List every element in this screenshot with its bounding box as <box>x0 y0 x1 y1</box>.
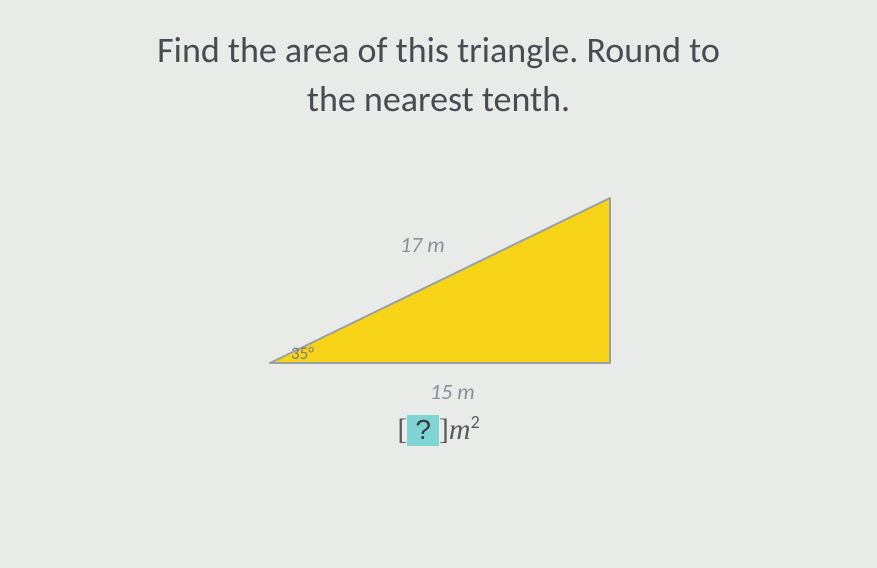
worksheet-page: Find the area of this triangle. Round to… <box>0 0 877 568</box>
triangle-shape <box>270 198 610 363</box>
figure-area: 17 m 15 m 35° [?]m2 <box>0 153 877 453</box>
angle-label: 35° <box>291 343 314 364</box>
question-line-2: the nearest tenth. <box>307 77 570 121</box>
side-a-label: 17 m <box>400 231 445 258</box>
side-b-label: 15 m <box>430 378 475 405</box>
unit-base: m <box>449 413 471 446</box>
close-bracket: ] <box>439 413 449 446</box>
open-bracket: [ <box>397 413 407 446</box>
question-text: Find the area of this triangle. Round to… <box>40 26 837 123</box>
question-line-1: Find the area of this triangle. Round to <box>157 28 720 72</box>
unit-exponent: 2 <box>471 411 480 433</box>
answer-placeholder[interactable]: ? <box>407 415 439 446</box>
answer-box: [?]m2 <box>0 411 877 448</box>
